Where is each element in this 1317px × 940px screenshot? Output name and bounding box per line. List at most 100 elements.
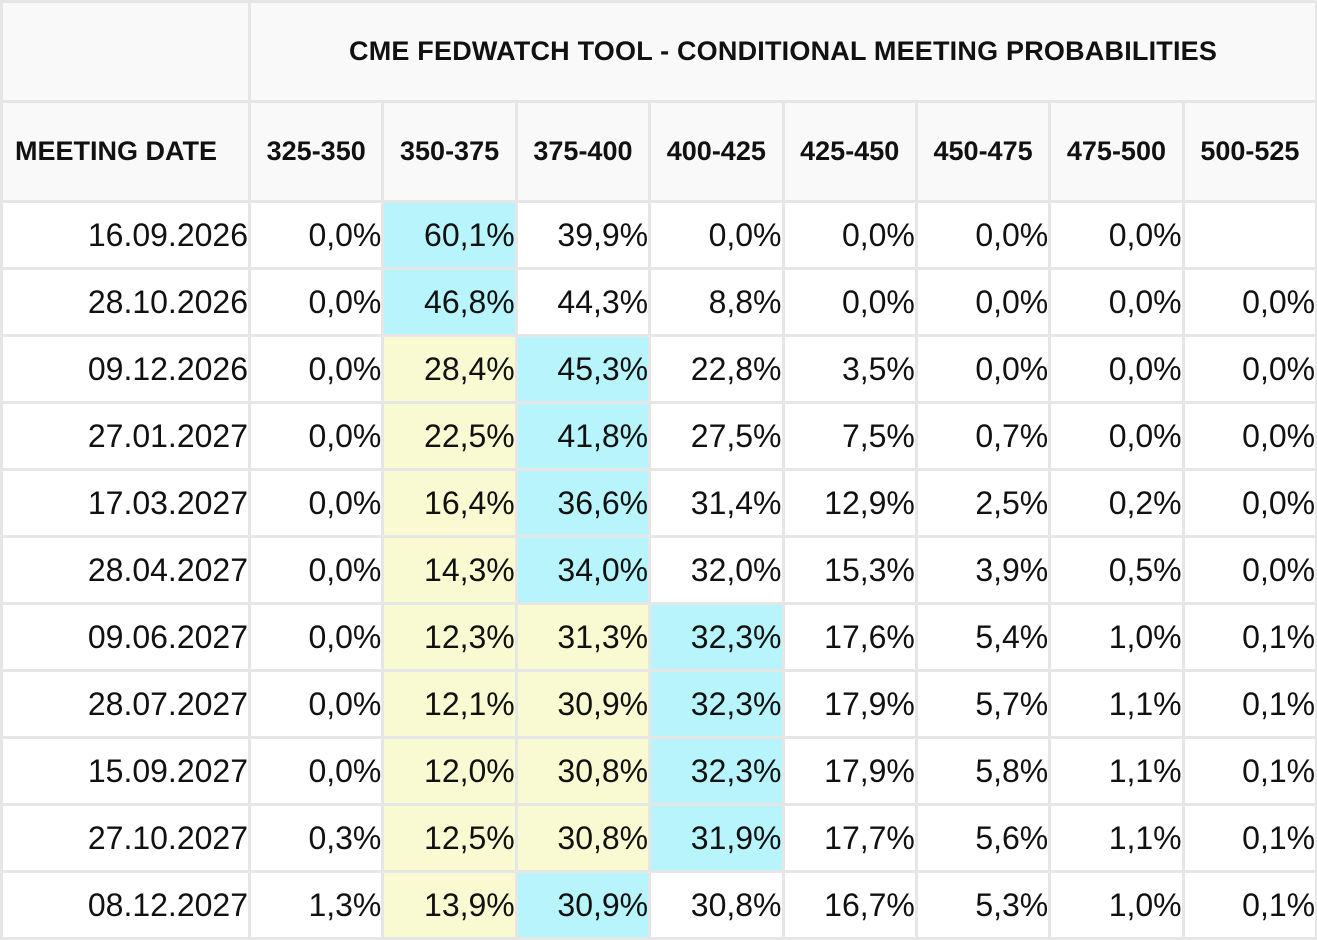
probability-cell: 0,1% bbox=[1181, 870, 1317, 940]
probability-cell: 0,0% bbox=[247, 669, 385, 739]
probability-cell: 0,0% bbox=[247, 602, 385, 672]
probability-cell: 30,9% bbox=[514, 669, 652, 739]
table-row: 27.10.2027 0,3% 12,5% 30,8% 31,9% 17,7% 5,6% 1,… bbox=[0, 803, 1317, 873]
rate-range-header: 425-450 bbox=[781, 100, 918, 203]
probability-cell: 0,0% bbox=[914, 200, 1052, 270]
probability-cell: 0,0% bbox=[648, 200, 785, 270]
probability-cell: 16,4% bbox=[381, 468, 518, 538]
probability-cell: 0,0% bbox=[1048, 267, 1185, 337]
probability-cell: 2,5% bbox=[914, 468, 1052, 538]
probability-cell: 7,5% bbox=[781, 401, 918, 471]
probability-cell: 12,9% bbox=[781, 468, 918, 538]
probability-cell: 1,0% bbox=[1048, 870, 1185, 940]
table-row: 08.12.2027 1,3% 13,9% 30,9% 30,8% 16,7% 5,3% 1,… bbox=[0, 870, 1317, 940]
probability-cell: 0,0% bbox=[1181, 267, 1317, 337]
probability-cell: 12,5% bbox=[381, 803, 518, 873]
probability-cell: 30,9% bbox=[514, 870, 652, 940]
probability-cell: 0,1% bbox=[1181, 803, 1317, 873]
probability-cell: 3,9% bbox=[914, 535, 1052, 605]
probability-cell: 16,7% bbox=[781, 870, 918, 940]
probability-cell: 12,1% bbox=[381, 669, 518, 739]
corner-cell bbox=[0, 0, 251, 103]
probability-cell: 15,3% bbox=[781, 535, 918, 605]
probability-cell: 5,6% bbox=[914, 803, 1052, 873]
meeting-date-header: MEETING DATE bbox=[0, 100, 251, 203]
probability-cell: 32,3% bbox=[648, 736, 785, 806]
probability-cell: 31,9% bbox=[648, 803, 785, 873]
table-row: 28.07.2027 0,0% 12,1% 30,9% 32,3% 17,9% 5,7% 1,… bbox=[0, 669, 1317, 739]
probability-cell: 5,4% bbox=[914, 602, 1052, 672]
probability-cell: 0,1% bbox=[1181, 602, 1317, 672]
table-row: 15.09.2027 0,0% 12,0% 30,8% 32,3% 17,9% 5,8% 1,… bbox=[0, 736, 1317, 806]
probability-cell: 3,5% bbox=[781, 334, 918, 404]
meeting-date-cell: 28.04.2027 bbox=[0, 535, 251, 605]
probability-cell: 5,7% bbox=[914, 669, 1052, 739]
probability-cell: 12,0% bbox=[381, 736, 518, 806]
probability-cell: 1,3% bbox=[247, 870, 385, 940]
meeting-date-cell: 09.06.2027 bbox=[0, 602, 251, 672]
probability-cell: 5,8% bbox=[914, 736, 1052, 806]
probability-cell: 17,7% bbox=[781, 803, 918, 873]
probability-cell bbox=[1181, 200, 1317, 270]
title-row: CME FEDWATCH TOOL - CONDITIONAL MEETING … bbox=[0, 0, 1317, 103]
meeting-date-cell: 27.01.2027 bbox=[0, 401, 251, 471]
probability-cell: 12,3% bbox=[381, 602, 518, 672]
probability-cell: 0,0% bbox=[247, 200, 385, 270]
table-row: 28.04.2027 0,0% 14,3% 34,0% 32,0% 15,3% 3,9% 0,… bbox=[0, 535, 1317, 605]
table-title: CME FEDWATCH TOOL - CONDITIONAL MEETING … bbox=[247, 0, 1317, 103]
table-row: 27.01.2027 0,0% 22,5% 41,8% 27,5% 7,5% 0,7% 0,0… bbox=[0, 401, 1317, 471]
probability-cell: 28,4% bbox=[381, 334, 518, 404]
probability-cell: 0,3% bbox=[247, 803, 385, 873]
table-row: 17.03.2027 0,0% 16,4% 36,6% 31,4% 12,9% 2,5% 0,… bbox=[0, 468, 1317, 538]
probability-cell: 0,0% bbox=[247, 736, 385, 806]
probability-cell: 22,8% bbox=[648, 334, 785, 404]
probability-cell: 0,0% bbox=[1048, 334, 1185, 404]
probability-cell: 1,1% bbox=[1048, 669, 1185, 739]
probability-cell: 31,3% bbox=[514, 602, 652, 672]
meeting-date-cell: 15.09.2027 bbox=[0, 736, 251, 806]
probability-cell: 0,0% bbox=[247, 535, 385, 605]
probability-cell: 0,0% bbox=[247, 334, 385, 404]
probability-cell: 41,8% bbox=[514, 401, 652, 471]
probability-cell: 0,7% bbox=[914, 401, 1052, 471]
probability-cell: 17,9% bbox=[781, 669, 918, 739]
probability-cell: 0,1% bbox=[1181, 736, 1317, 806]
rate-range-header: 500-525 bbox=[1181, 100, 1317, 203]
rate-range-header: 325-350 bbox=[247, 100, 385, 203]
probability-cell: 27,5% bbox=[648, 401, 785, 471]
probability-cell: 1,1% bbox=[1048, 803, 1185, 873]
probability-cell: 0,0% bbox=[1181, 535, 1317, 605]
probability-cell: 5,3% bbox=[914, 870, 1052, 940]
probability-cell: 30,8% bbox=[514, 736, 652, 806]
probability-cell: 30,8% bbox=[648, 870, 785, 940]
meeting-date-cell: 28.07.2027 bbox=[0, 669, 251, 739]
probability-cell: 0,0% bbox=[781, 200, 918, 270]
probability-cell: 32,3% bbox=[648, 669, 785, 739]
probability-cell: 0,0% bbox=[247, 267, 385, 337]
probability-cell: 14,3% bbox=[381, 535, 518, 605]
rate-range-header: 400-425 bbox=[648, 100, 785, 203]
rate-range-header: 350-375 bbox=[381, 100, 518, 203]
column-header-row: MEETING DATE 325-350 350-375 375-400 400-42… bbox=[0, 100, 1317, 203]
probability-cell: 32,0% bbox=[648, 535, 785, 605]
probability-cell: 8,8% bbox=[648, 267, 785, 337]
table-body: 16.09.2026 0,0% 60,1% 39,9% 0,0% 0,0% 0,0% 0,0%… bbox=[0, 200, 1317, 940]
probability-cell: 39,9% bbox=[514, 200, 652, 270]
probability-cell: 0,0% bbox=[1048, 401, 1185, 471]
table-row: 09.12.2026 0,0% 28,4% 45,3% 22,8% 3,5% 0,0% 0,0… bbox=[0, 334, 1317, 404]
meeting-date-cell: 09.12.2026 bbox=[0, 334, 251, 404]
table-row: 16.09.2026 0,0% 60,1% 39,9% 0,0% 0,0% 0,0% 0,0% bbox=[0, 200, 1317, 270]
rate-range-header: 475-500 bbox=[1048, 100, 1185, 203]
probability-cell: 31,4% bbox=[648, 468, 785, 538]
probability-cell: 46,8% bbox=[381, 267, 518, 337]
meeting-date-cell: 16.09.2026 bbox=[0, 200, 251, 270]
probability-cell: 1,1% bbox=[1048, 736, 1185, 806]
probability-cell: 34,0% bbox=[514, 535, 652, 605]
meeting-date-cell: 28.10.2026 bbox=[0, 267, 251, 337]
rate-range-header: 450-475 bbox=[914, 100, 1052, 203]
probability-cell: 0,0% bbox=[1181, 334, 1317, 404]
meeting-date-cell: 17.03.2027 bbox=[0, 468, 251, 538]
probability-cell: 0,2% bbox=[1048, 468, 1185, 538]
probability-cell: 44,3% bbox=[514, 267, 652, 337]
